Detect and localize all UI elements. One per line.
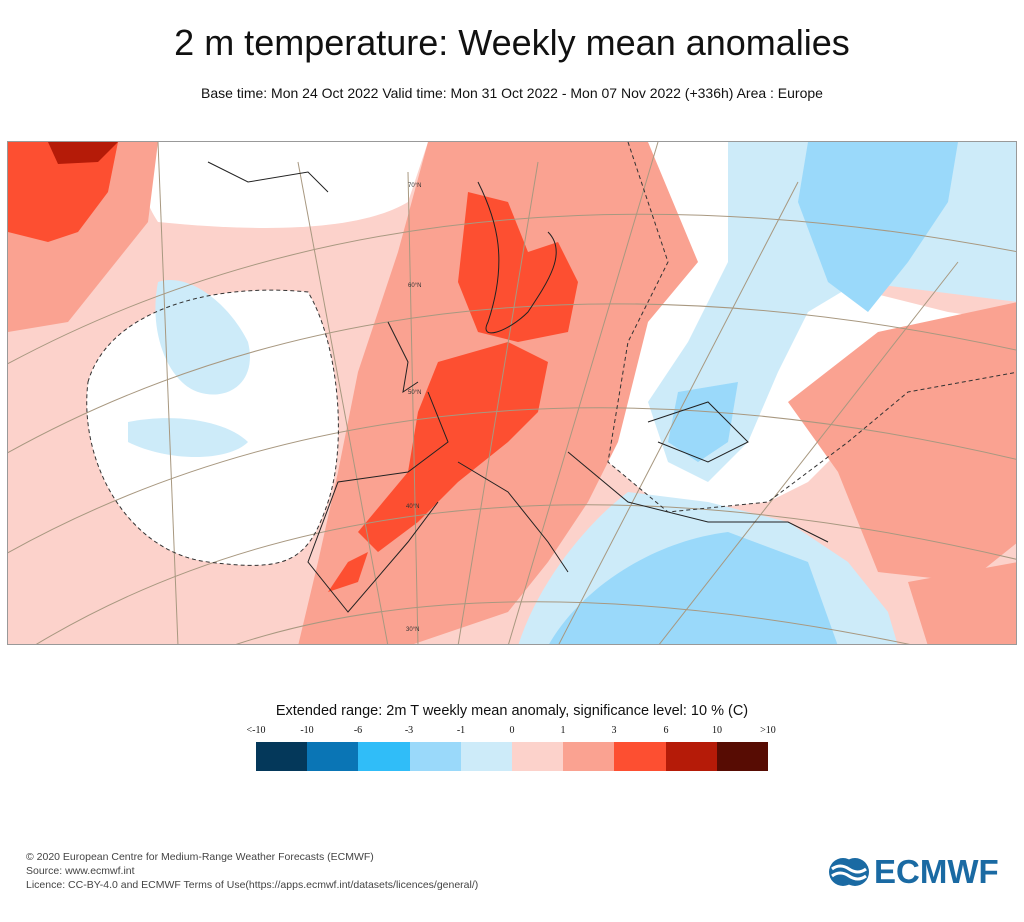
- legend-color-swatch: [563, 742, 615, 771]
- coastlines: [207, 161, 829, 613]
- source-text: Source: www.ecmwf.int: [26, 865, 135, 877]
- legend-tick: -3: [404, 725, 414, 736]
- lat-label-60: 60°N: [408, 283, 421, 289]
- legend-color-swatch: [409, 742, 461, 771]
- legend-color-swatch: [665, 742, 717, 771]
- legend-color-swatch: [307, 742, 359, 771]
- legend-tick: -1: [456, 725, 466, 736]
- chart-subtitle: Base time: Mon 24 Oct 2022 Valid time: M…: [201, 85, 823, 101]
- legend-color-swatch: [256, 742, 308, 771]
- cold-region-north-africa: [549, 532, 838, 644]
- lat-label-40: 40°N: [406, 504, 419, 510]
- cold-region-blacksea: [668, 382, 738, 462]
- legend-tick: >10: [760, 725, 776, 736]
- strong-warm-spain: [328, 552, 368, 592]
- legend-color-swatch: [358, 742, 410, 771]
- legend-tick: 3: [611, 725, 617, 736]
- graticule: [8, 142, 1016, 644]
- chart-title: 2 m temperature: Weekly mean anomalies: [174, 22, 850, 63]
- ecmwf-logo: ECMWF: [828, 853, 999, 891]
- anomaly-map: 70°N 60°N 50°N 40°N 30°N: [7, 141, 1017, 645]
- legend-tick: -10: [300, 725, 314, 736]
- legend-color-swatch: [716, 742, 769, 771]
- cold-patch-atlantic: [155, 280, 250, 395]
- legend-title: Extended range: 2m T weekly mean anomaly…: [275, 703, 749, 719]
- lat-label-30: 30°N: [406, 627, 419, 633]
- cold-patch-atlantic-south: [128, 418, 248, 457]
- neutral-region-north-atlantic: [141, 142, 428, 228]
- warm-region-arabia: [908, 562, 1016, 644]
- strong-warm-scandinavia: [458, 192, 578, 342]
- legend-color-swatch: [512, 742, 564, 771]
- significance-contours: [86, 142, 1016, 566]
- legend-tick: -6: [353, 725, 363, 736]
- legend-tick: 1: [560, 725, 566, 736]
- licence-text: Licence: CC-BY-4.0 and ECMWF Terms of Us…: [26, 879, 479, 891]
- map-canvas: 70°N 60°N 50°N 40°N 30°N: [8, 142, 1016, 644]
- legend-tick: 10: [712, 725, 722, 736]
- lat-label-70: 70°N: [408, 183, 421, 189]
- legend-colorbar: [256, 742, 769, 771]
- footer: © 2020 European Centre for Medium-Range …: [26, 850, 478, 892]
- strong-warm-greenland: [8, 142, 118, 242]
- lat-label-50: 50°N: [408, 390, 421, 396]
- legend-tick: 0: [509, 725, 515, 736]
- ecmwf-logo-text: ECMWF: [874, 853, 999, 890]
- legend-tick: <-10: [246, 725, 266, 736]
- legend-tick: 6: [663, 725, 669, 736]
- legend-color-swatch: [460, 742, 513, 771]
- ecmwf-logo-icon: [829, 858, 869, 886]
- strong-warm-france-germany: [358, 342, 548, 552]
- legend-ticks: <-10 -10 -6 -3 -1 0 1 3 6 10 >10: [247, 725, 777, 739]
- copyright-text: © 2020 European Centre for Medium-Range …: [26, 851, 374, 863]
- cold-region-russia: [798, 142, 958, 312]
- legend-color-swatch: [614, 742, 666, 771]
- warm-region-turkey: [788, 302, 1016, 582]
- extreme-warm-greenland: [48, 142, 118, 164]
